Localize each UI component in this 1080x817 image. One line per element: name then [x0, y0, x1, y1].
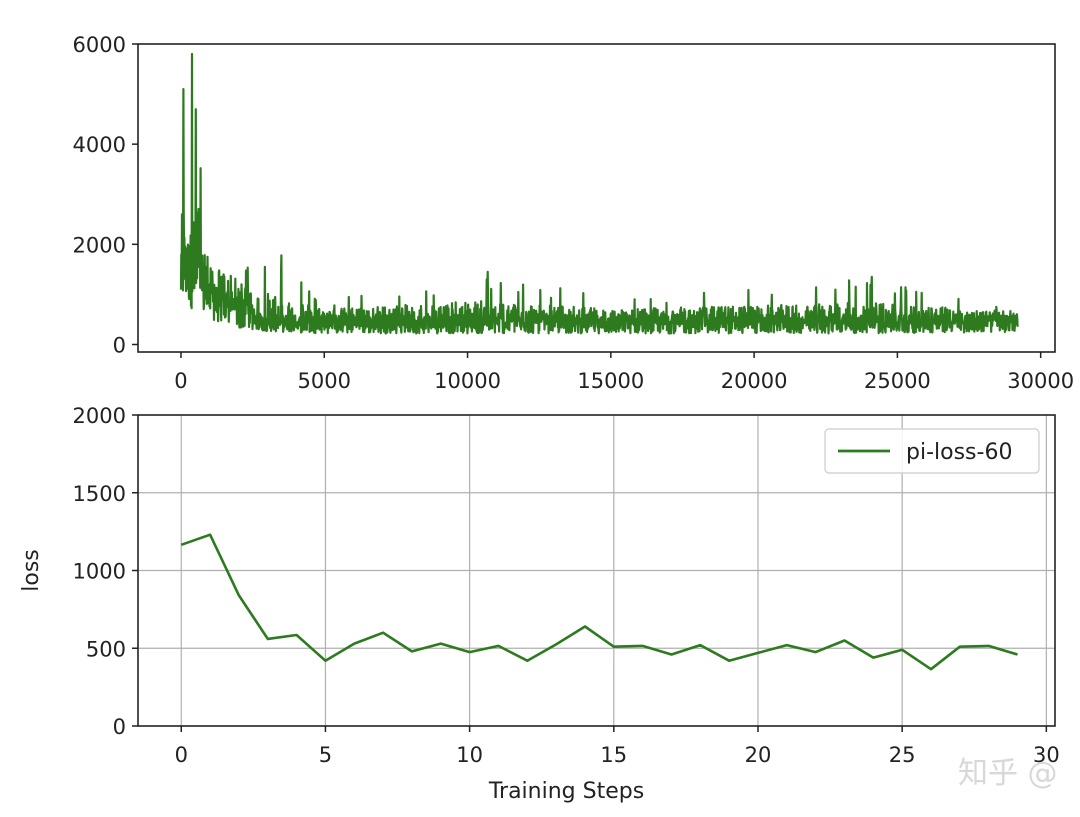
x-tick-label: 5 — [319, 743, 332, 767]
x-tick-label: 20000 — [721, 369, 788, 393]
x-axis-label: Training Steps — [488, 779, 644, 804]
top-plot-series-path — [179, 52, 1019, 335]
y-tick-label: 2000 — [73, 233, 126, 257]
x-tick-label: 0 — [174, 369, 187, 393]
x-tick-label: 20 — [745, 743, 772, 767]
x-tick-label: 30 — [1033, 743, 1060, 767]
y-tick-label: 500 — [86, 637, 126, 661]
y-tick-label: 1500 — [73, 482, 126, 506]
y-axis-label: loss — [19, 549, 44, 592]
top-plot-frame — [137, 43, 1056, 353]
series-line-pi-loss-60 — [180, 533, 1018, 671]
x-tick-label: 15 — [600, 743, 627, 767]
y-tick-label: 1000 — [73, 560, 126, 584]
x-tick-label: 15000 — [577, 369, 644, 393]
top-plot-x-axis: 0 5000 10000 15000 20000 25000 30000 — [174, 352, 1074, 393]
x-tick-label: 25000 — [864, 369, 931, 393]
bottom-plot-x-axis: 0 5 10 15 20 25 30 — [175, 726, 1060, 767]
y-tick-label: 4000 — [73, 133, 126, 157]
legend-label: pi-loss-60 — [906, 440, 1012, 465]
legend-box — [824, 428, 1040, 474]
y-tick-label: 2000 — [73, 404, 126, 428]
watermark: 知乎 @ — [958, 756, 1058, 791]
x-tick-label: 10000 — [434, 369, 501, 393]
bottom-plot-y-axis: 0 500 1000 1500 2000 — [73, 404, 138, 739]
y-tick-label: 0 — [113, 715, 126, 739]
top-plot-y-axis: 0 2000 4000 6000 — [73, 33, 138, 357]
x-tick-label: 5000 — [298, 369, 351, 393]
x-tick-label: 25 — [889, 743, 916, 767]
x-tick-label: 0 — [175, 743, 188, 767]
bottom-plot-pi-loss: 0 5 10 15 20 25 30 0 500 1000 1500 2000 Training S… — [19, 404, 1060, 804]
x-tick-label: 30000 — [1007, 369, 1074, 393]
legend: pi-loss-60 — [824, 428, 1040, 474]
y-tick-label: 6000 — [73, 33, 126, 57]
top-plot-noisy-loss: 0 5000 10000 15000 20000 25000 30000 0 2000 4000… — [73, 33, 1075, 393]
top-plot-series-line — [179, 52, 1019, 335]
y-tick-label: 0 — [113, 333, 126, 357]
bottom-plot-series — [180, 533, 1018, 671]
x-tick-label: 10 — [456, 743, 483, 767]
